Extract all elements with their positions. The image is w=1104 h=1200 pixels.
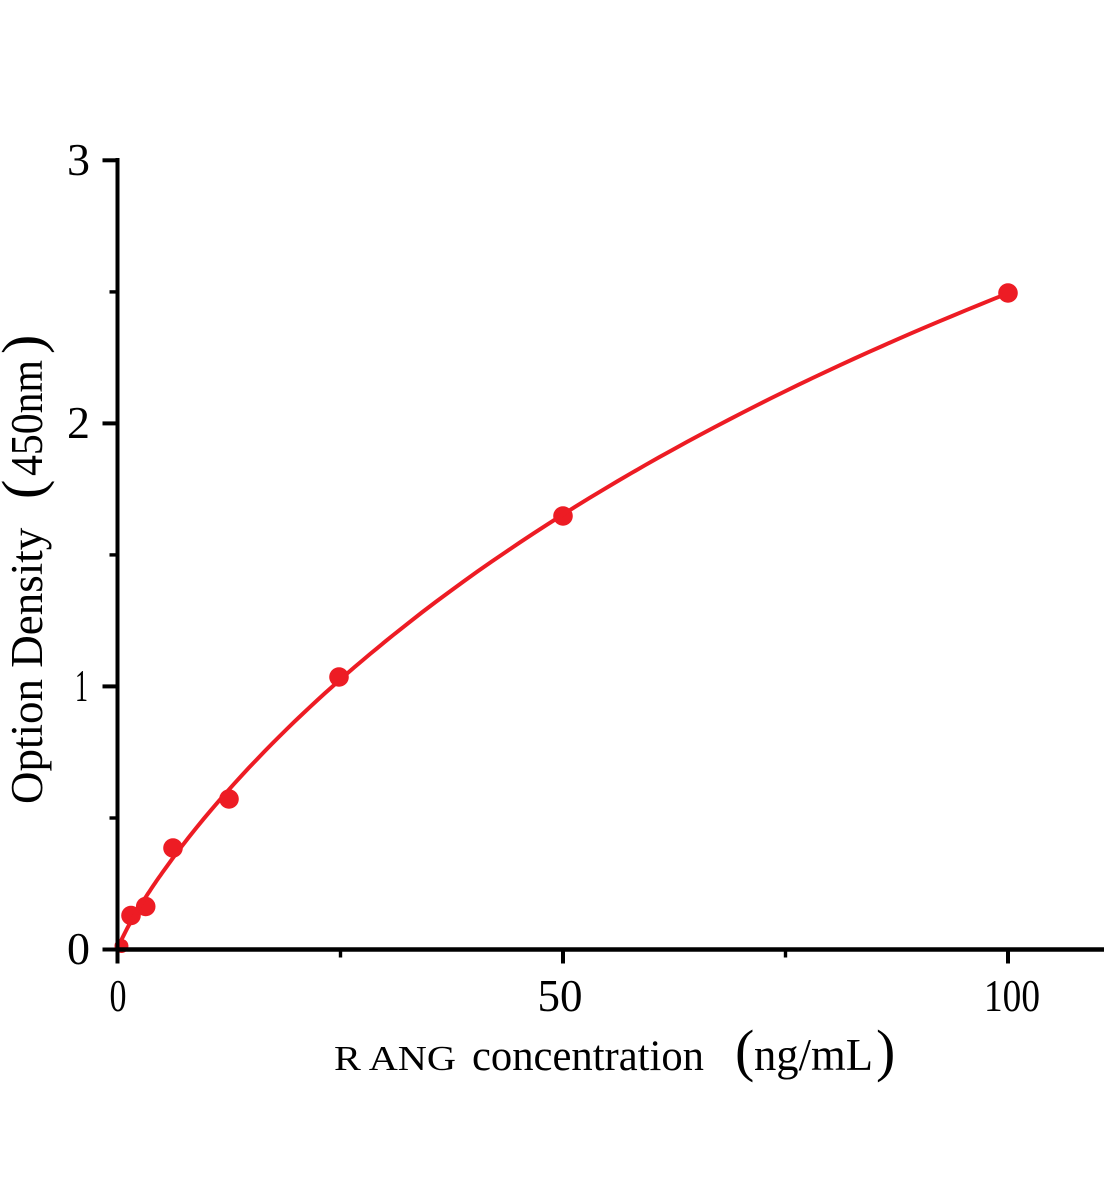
svg-text:0: 0	[67, 923, 90, 974]
svg-text:2: 2	[67, 397, 90, 448]
svg-text:450nm: 450nm	[1, 360, 52, 476]
svg-text:0: 0	[110, 970, 127, 1021]
svg-text:(: (	[735, 1018, 754, 1083]
svg-text:): )	[0, 335, 55, 354]
svg-text:R ANG: R ANG	[334, 1039, 456, 1078]
svg-text:): )	[876, 1018, 895, 1083]
svg-text:1: 1	[75, 660, 88, 711]
svg-text:3: 3	[67, 134, 90, 185]
svg-text:ng/mL: ng/mL	[754, 1029, 873, 1080]
svg-text:Option Density: Option Density	[2, 527, 52, 804]
svg-text:(: (	[0, 480, 55, 499]
svg-text:50: 50	[538, 970, 583, 1021]
svg-text:100: 100	[984, 970, 1040, 1021]
svg-text:concentration: concentration	[472, 1033, 704, 1080]
